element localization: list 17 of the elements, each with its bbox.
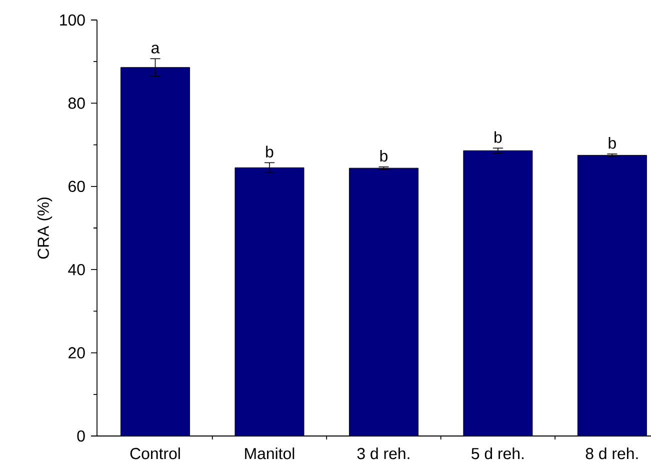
x-tick-label: 5 d reh. <box>472 448 524 460</box>
y-tick-label: 0 <box>77 430 85 442</box>
y-tick-label: 20 <box>68 347 85 358</box>
y-axis-title: CRA (%) <box>37 198 52 259</box>
y-tick-label: 60 <box>68 180 85 192</box>
annotation: a <box>151 44 160 54</box>
x-tick-label: Control <box>130 448 180 460</box>
y-tick-label: 100 <box>60 14 85 26</box>
y-tick-label: 40 <box>68 264 85 276</box>
annotation: b <box>494 131 502 143</box>
annotation: b <box>266 146 274 158</box>
x-tick-label: Manitol <box>245 448 294 460</box>
y-tick-label: 80 <box>68 98 85 109</box>
x-tick-label: 8 d reh. <box>586 448 638 460</box>
annotation: b <box>608 137 616 149</box>
x-tick-label: 3 d reh. <box>357 448 410 460</box>
annotation: b <box>380 150 388 162</box>
